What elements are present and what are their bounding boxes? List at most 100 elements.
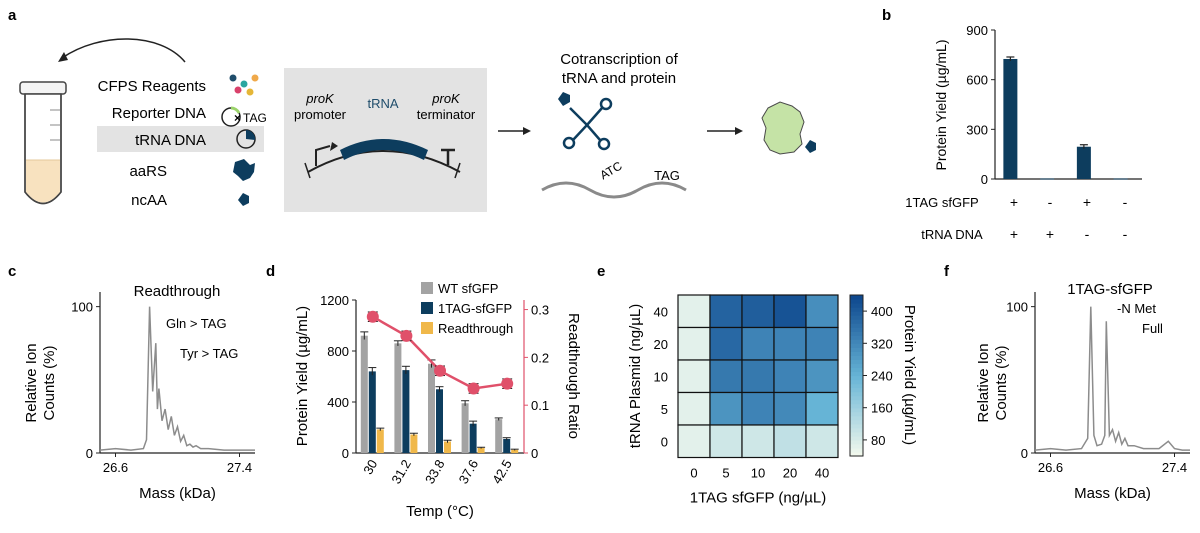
e-colorbar-tick-label: 400 [871,304,893,319]
d-bar [410,434,418,453]
d-bar [360,335,368,453]
terminator-word: terminator [417,107,476,122]
d-ratio-point [467,382,480,395]
e-colorbar-segment [850,383,863,389]
promoter-arrow-icon [315,145,331,166]
panel-e: e 40 20 10 5 0 0 5 10 20 40 1TAG sfGFP (ng/µL) tRNA… [597,263,918,507]
f-spectrum-line [1034,306,1190,451]
codon-label: TAG [654,168,680,183]
panel-a: a CFPS Reagents Reporter DNA tRNA DNA aa… [8,7,816,212]
trna-dna-highlight [97,126,264,152]
c-x-tick-label: 26.6 [103,460,128,475]
e-heatmap-cell [805,391,839,426]
d-bar [402,370,410,453]
ncaa-pentagon-icon [238,193,249,206]
d-legend-label: Readthrough [438,321,513,336]
cotranscription-line2: tRNA and protein [562,70,676,87]
e-colorbar-segment [850,367,863,373]
e-x-tick-label: 0 [690,466,697,481]
d-legend-swatch [421,322,433,334]
sfgfp-protein-icon [761,101,805,155]
f-y-label: Relative IonCounts (%) [975,343,1010,422]
d-x-tick-label: 30 [360,457,380,477]
cfps-dots-icon [229,74,259,96]
e-colorbar-tick-label: 320 [871,336,893,351]
b-y-tick-label: 600 [966,73,988,88]
e-heatmap-cell [773,326,807,361]
e-y-label: tRNA Plasmid (ng/µL) [627,304,644,449]
promoter-italic: proK [305,91,335,106]
d-bar [461,403,469,453]
b-row1-sign: - [1048,194,1053,210]
charged-ncaa-icon [558,92,570,106]
panel-b: b 0 300 600 900 Protein Yield (µg/mL) 1TAG s… [882,7,1142,242]
e-colorbar-segment [850,387,863,393]
chart-f: 0 100 26.6 27.4 Mass (kDa) Relative IonCounts… [975,292,1190,502]
e-colorbar-segment [850,323,863,328]
e-x-tick-label: 20 [783,466,797,481]
mrna-strand [541,181,687,199]
e-heatmap-cell [741,294,775,329]
f-x-tick-label: 26.6 [1038,460,1063,475]
d-y2-tick-label: 0 [531,446,538,461]
panel-c: c Readthrough 0 100 26.6 27.4 Mass (kDa) Rela… [8,263,255,502]
d-legend-label: 1TAG-sfGFP [438,301,512,316]
b-bar [1113,178,1128,180]
c-title: Readthrough [134,283,221,300]
b-y-label: Protein Yield (µg/mL) [933,39,949,170]
d-bar [477,447,485,453]
e-colorbar-tick-label: 80 [871,433,885,448]
trna-gene-block [340,139,428,160]
b-bar [1040,178,1055,180]
e-colorbar-segment [850,391,863,397]
trna-gene-label: tRNA [367,96,398,111]
e-colorbar-segment [850,427,863,433]
reagent-trna-dna: tRNA DNA [135,132,206,149]
e-colorbar-segment [850,347,863,352]
reagent-reporter-dna: Reporter DNA [112,105,206,122]
d-ratio-point [400,329,413,342]
e-heatmap-cell [805,424,839,459]
e-colorbar-segment [850,343,863,348]
e-heatmap-cell [741,359,775,394]
panel-d: d 0 400 800 1200 0 0.1 0.2 0.3 30 31.2 33.8 37.6 42.… [266,263,582,520]
e-heatmap-cell [709,294,743,329]
terminator-icon [441,148,455,165]
chart-e: 40 20 10 5 0 0 5 10 20 40 1TAG sfGFP (ng/µL) tRNA P… [627,294,918,507]
b-row1-label: 1TAG sfGFP [905,195,978,210]
c-spectrum-line [99,306,255,451]
e-colorbar-segment [850,319,863,324]
e-heatmap-cell [709,391,743,426]
e-x-label: 1TAG sfGFP (ng/µL) [690,490,826,507]
c-annotation-gln: Gln > TAG [166,316,227,331]
e-colorbar-tick-label: 240 [871,369,893,384]
reporter-plasmid-icon: × TAG [221,106,267,127]
promoter-word: promoter [294,107,347,122]
b-y-tick-label: 900 [966,23,988,38]
f-y-tick-label: 100 [1006,300,1028,315]
e-colorbar-segment [850,335,863,340]
tag-x-icon: × [234,111,241,125]
e-heatmap-cell [741,391,775,426]
d-x-label: Temp (°C) [406,503,474,520]
b-row2-sign: + [1046,226,1054,242]
e-colorbar-segment [850,299,863,304]
chart-d: 0 400 800 1200 0 0.1 0.2 0.3 30 31.2 33.8 37.6 42.5 W… [294,281,582,520]
e-colorbar-segment [850,315,863,320]
e-colorbar-label: Protein Yield (µg/mL) [901,305,918,445]
d-ratio-point [434,364,446,377]
e-heatmap-cell [677,424,711,459]
e-heatmap-cell [773,391,807,426]
e-colorbar-segment [850,371,863,377]
b-row2-sign: - [1123,226,1128,242]
e-colorbar-segment [850,327,863,332]
e-x-tick-label: 40 [815,466,829,481]
e-y-tick-label: 20 [654,337,668,352]
panel-letter-e: e [597,263,605,280]
b-row2-sign: - [1085,226,1090,242]
b-y-tick-label: 0 [981,172,988,187]
c-y-tick-label: 0 [86,446,93,461]
e-colorbar-segment [850,355,863,360]
cotranscription-line1: Cotranscription of [560,51,678,68]
